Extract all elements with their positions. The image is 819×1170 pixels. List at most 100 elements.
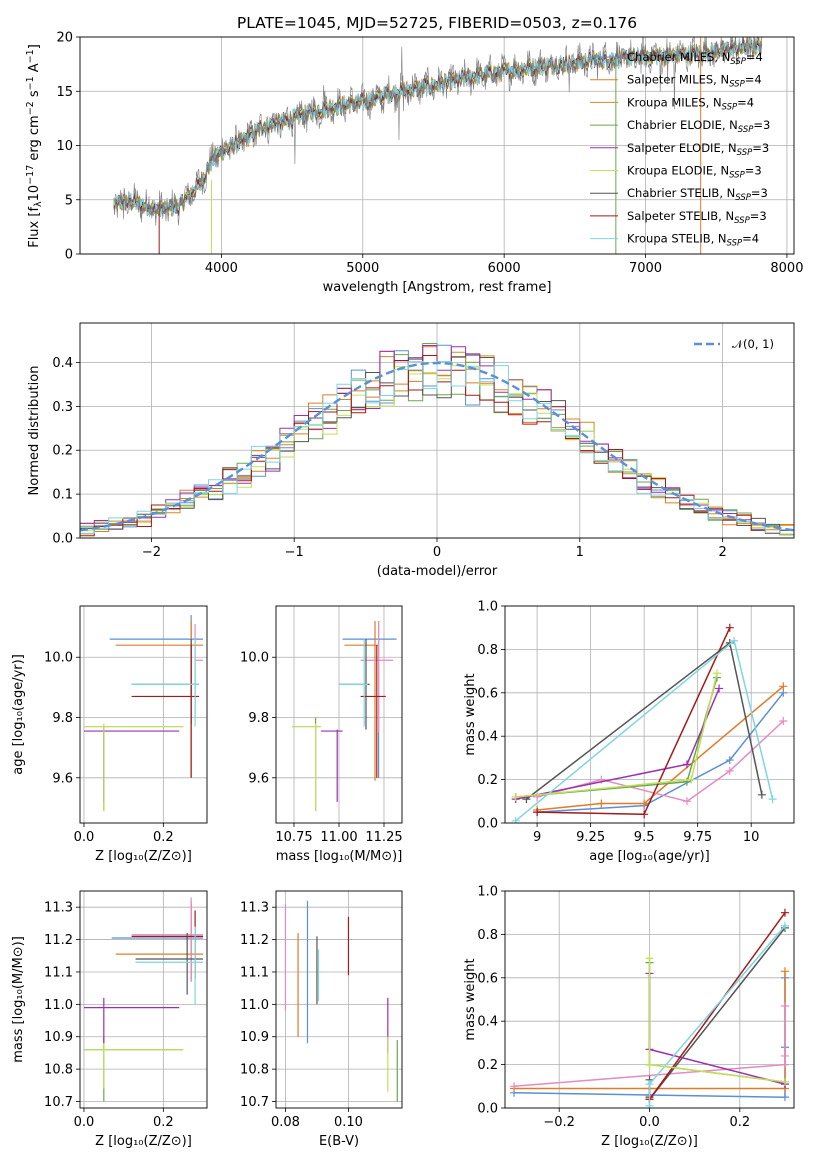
data-point-marker bbox=[725, 756, 734, 765]
y-tick-label: 11.1 bbox=[44, 965, 73, 980]
data-point-marker bbox=[757, 790, 766, 799]
figure-title: PLATE=1045, MJD=52725, FIBERID=0503, z=0… bbox=[237, 14, 637, 32]
data-point-marker bbox=[725, 623, 734, 632]
data-point-marker bbox=[780, 1002, 789, 1011]
x-tick-label: 0.08 bbox=[271, 1115, 300, 1130]
y-tick-label: 9.8 bbox=[248, 711, 269, 726]
x-axis-label: wavelength [Angstrom, rest frame] bbox=[323, 280, 552, 295]
plot-area bbox=[83, 615, 204, 811]
x-tick-label: 5000 bbox=[346, 261, 379, 276]
legend-entry: 𝒩(0, 1) bbox=[732, 337, 774, 351]
x-axis-label: Z [log₁₀(Z/Z⊙)] bbox=[95, 1134, 192, 1149]
y-tick-label: 0.6 bbox=[477, 971, 498, 986]
data-point-marker bbox=[510, 1082, 519, 1091]
y-tick-label: 0.2 bbox=[477, 1058, 498, 1073]
data-point-marker bbox=[687, 775, 696, 784]
y-tick-label: 11.0 bbox=[240, 998, 269, 1013]
data-point-marker bbox=[780, 921, 789, 930]
data-point-marker bbox=[780, 967, 789, 976]
y-tick-label: 10.7 bbox=[240, 1095, 269, 1110]
plot-area bbox=[83, 897, 204, 1102]
legend-entry: Chabrier MILES, NSSP=4 bbox=[627, 50, 763, 67]
x-tick-label: 9 bbox=[533, 830, 541, 845]
y-tick-label: 0.0 bbox=[477, 1102, 498, 1117]
x-tick-label: −0.2 bbox=[543, 1115, 575, 1130]
legend-entry: Kroupa ELODIE, NSSP=3 bbox=[627, 164, 762, 181]
y-axis-label: mass weight bbox=[463, 673, 478, 755]
y-tick-label: 1.0 bbox=[477, 600, 498, 615]
legend-entry: Kroupa MILES, NSSP=4 bbox=[627, 95, 754, 112]
mass-weight-series-line bbox=[513, 1006, 786, 1088]
legend-entry: Chabrier ELODIE, NSSP=3 bbox=[627, 118, 770, 135]
y-tick-label: 11.2 bbox=[44, 933, 73, 948]
y-tick-label: 20 bbox=[56, 31, 73, 46]
data-point-marker bbox=[640, 799, 649, 808]
residual-histogram-step bbox=[80, 353, 794, 531]
plot-residual-histogram: −2 −1 0 1 2 0.0 0.1 0.2 0.3 0.4 (data-model)/error… bbox=[27, 322, 795, 579]
legend-entry: Salpeter STELIB, NSSP=3 bbox=[627, 209, 767, 226]
x-axis-label: Z [log₁₀(Z/Z⊙)] bbox=[95, 849, 192, 864]
y-tick-label: 0.4 bbox=[52, 356, 73, 371]
y-tick-label: 10.9 bbox=[240, 1030, 269, 1045]
x-tick-label: −1 bbox=[285, 545, 304, 560]
legend-entry: Kroupa STELIB, NSSP=4 bbox=[627, 232, 759, 249]
x-tick-label: 0.2 bbox=[729, 1115, 750, 1130]
y-axis-label: Flux [fλ10−17 erg cm−2 s−1 A−1] bbox=[25, 44, 44, 248]
data-point-marker bbox=[597, 799, 606, 808]
y-tick-label: 0.8 bbox=[477, 643, 498, 658]
data-point-marker bbox=[768, 795, 777, 804]
x-tick-label: 1 bbox=[576, 545, 584, 560]
x-axis-label: mass [log₁₀(M/M⊙)] bbox=[276, 849, 403, 864]
data-point-marker bbox=[511, 792, 520, 801]
data-point-marker bbox=[725, 766, 734, 775]
y-tick-label: 9.8 bbox=[52, 711, 73, 726]
model-spectrum-line bbox=[113, 37, 762, 218]
y-tick-label: 15 bbox=[56, 85, 73, 100]
y-tick-label: 10.8 bbox=[44, 1063, 73, 1078]
y-tick-label: 10.7 bbox=[44, 1095, 73, 1110]
axes-frame bbox=[504, 605, 795, 824]
data-point-marker bbox=[780, 908, 789, 917]
y-tick-label: 9.6 bbox=[52, 771, 73, 786]
x-tick-label: 0.0 bbox=[74, 830, 95, 845]
data-point-marker bbox=[682, 797, 691, 806]
x-axis-label: age [log₁₀(age/yr)] bbox=[589, 849, 710, 864]
model-spectrum-line bbox=[113, 37, 762, 219]
data-point-marker bbox=[780, 1077, 789, 1086]
axes-frame bbox=[275, 890, 403, 1109]
x-tick-label: 0.2 bbox=[153, 1115, 174, 1130]
data-point-marker bbox=[780, 1093, 789, 1102]
plot-area bbox=[511, 623, 788, 823]
x-tick-label: 0.0 bbox=[639, 1115, 660, 1130]
y-axis-label: mass [log₁₀(M/M⊙)] bbox=[11, 936, 26, 1063]
legend-entry: Salpeter MILES, NSSP=4 bbox=[627, 73, 762, 90]
y-tick-label: 0.2 bbox=[52, 444, 73, 459]
plot-mass-weight-vs-Z: −0.2 0.0 0.2 0.0 0.2 0.4 0.6 0.8 1.0 Z [log₁₀(Z/Z… bbox=[463, 885, 795, 1149]
data-point-marker bbox=[682, 777, 691, 786]
y-axis-label: age [log₁₀(age/yr)] bbox=[11, 654, 26, 775]
data-point-marker bbox=[779, 682, 788, 691]
x-tick-label: 11.00 bbox=[320, 830, 357, 845]
y-tick-label: 0 bbox=[65, 248, 73, 263]
y-tick-label: 0.3 bbox=[52, 400, 73, 415]
plot-mass-vs-EBV: 0.08 0.10 10.7 10.8 10.9 11.0 11.1 11.2 11.3 E(B-… bbox=[240, 890, 403, 1149]
x-tick-label: 4000 bbox=[205, 261, 238, 276]
x-tick-label: 0.2 bbox=[153, 830, 174, 845]
legend-entry: Chabrier STELIB, NSSP=3 bbox=[627, 186, 768, 203]
x-tick-label: 9.25 bbox=[576, 830, 605, 845]
y-tick-label: 11.3 bbox=[44, 901, 73, 916]
x-tick-label: 9.75 bbox=[683, 830, 712, 845]
x-tick-label: 10 bbox=[743, 830, 760, 845]
y-tick-label: 0.6 bbox=[477, 686, 498, 701]
plot-area bbox=[510, 908, 789, 1108]
legend-entry: Salpeter ELODIE, NSSP=3 bbox=[627, 141, 769, 158]
x-tick-label: 10.75 bbox=[275, 830, 312, 845]
plot-area bbox=[80, 343, 794, 537]
y-tick-label: 0.1 bbox=[52, 488, 73, 503]
data-point-marker bbox=[779, 717, 788, 726]
data-point-marker bbox=[645, 1101, 654, 1108]
x-tick-label: 7000 bbox=[629, 261, 662, 276]
data-point-marker bbox=[682, 760, 691, 769]
x-tick-label: 9.5 bbox=[634, 830, 655, 845]
plot-area bbox=[113, 37, 762, 254]
